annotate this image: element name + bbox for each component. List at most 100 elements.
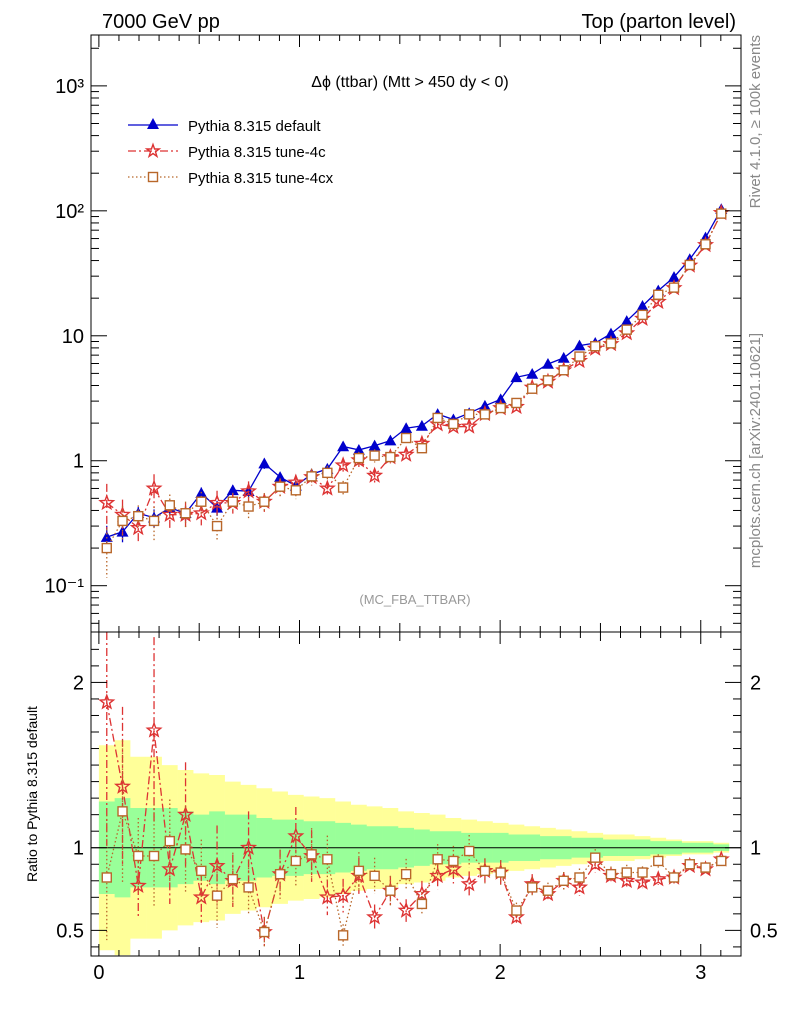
star-marker	[192, 504, 210, 521]
square-marker	[542, 375, 554, 386]
square-marker	[495, 402, 506, 414]
star-marker	[129, 518, 147, 536]
triangle-marker	[400, 422, 413, 434]
ratio-axis-label: Ratio to Pythia 8.315 default	[24, 706, 40, 882]
mcplots-label: mcplots.cern.ch [arXiv:2401.10621]	[747, 333, 764, 568]
triangle-marker	[494, 393, 507, 405]
square-marker	[227, 873, 239, 885]
triangle-marker	[415, 419, 428, 431]
square-marker	[526, 882, 538, 893]
square-marker	[148, 515, 160, 527]
square-marker	[558, 875, 569, 886]
square-marker	[243, 882, 254, 893]
triangle-marker	[620, 315, 633, 326]
square-marker	[337, 930, 349, 941]
star-marker	[129, 876, 147, 894]
star-marker	[334, 456, 352, 473]
square-marker	[684, 859, 695, 870]
square-marker	[605, 338, 617, 349]
square-marker	[227, 496, 239, 507]
watermark: (MC_FBA_TTBAR)	[359, 592, 470, 607]
square-marker	[369, 450, 380, 461]
x-tick-label: 1	[294, 962, 305, 984]
square-marker	[700, 862, 711, 873]
square-marker	[322, 854, 333, 865]
square-marker	[322, 467, 333, 479]
square-marker	[526, 383, 538, 394]
square-marker	[716, 855, 727, 867]
star-marker	[429, 866, 447, 884]
square-marker	[306, 471, 317, 482]
triangle-marker	[557, 351, 570, 363]
main-series	[98, 203, 730, 578]
square-marker	[290, 855, 302, 867]
star-marker	[318, 479, 336, 496]
square-marker	[211, 890, 223, 901]
y-tick-label: 10³	[55, 76, 84, 98]
ratio-series-2	[101, 740, 727, 948]
square-marker	[133, 850, 144, 862]
star-marker	[444, 860, 462, 877]
star-marker	[649, 870, 667, 887]
square-marker	[306, 849, 317, 860]
square-marker	[479, 409, 491, 420]
square-marker	[180, 508, 191, 519]
main-series-2	[101, 208, 727, 578]
square-marker	[274, 481, 286, 492]
square-marker	[243, 501, 254, 512]
ratio-y-tick-label-left: 1	[73, 838, 84, 860]
square-marker	[511, 905, 522, 916]
square-marker	[574, 351, 585, 362]
square-marker	[621, 324, 632, 335]
x-tick-label: 2	[495, 962, 506, 984]
rivet-label: Rivet 4.1.0, ≥ 100k events	[747, 35, 764, 208]
triangle-marker	[526, 367, 539, 379]
legend-label-default: Pythia 8.315 default	[188, 118, 321, 135]
star-marker	[633, 873, 652, 890]
square-marker	[605, 868, 617, 880]
star-marker	[240, 838, 258, 856]
square-marker	[716, 208, 727, 219]
star-marker	[98, 693, 116, 710]
square-marker	[511, 397, 522, 409]
square-marker	[653, 289, 664, 300]
square-marker	[196, 496, 207, 507]
legend-entry-default: Pythia 8.315 default	[128, 118, 321, 135]
square-marker	[117, 806, 128, 817]
triangle-marker	[352, 443, 365, 455]
star-marker	[161, 505, 179, 522]
star-marker	[318, 888, 336, 905]
star-marker	[334, 886, 352, 903]
x-tick-label: 0	[93, 962, 104, 984]
star-marker	[240, 482, 258, 499]
triangle-marker	[258, 457, 271, 469]
square-marker	[558, 365, 569, 376]
star-marker	[208, 493, 226, 511]
header-right: Top (parton level)	[581, 11, 736, 33]
square-marker	[495, 867, 506, 878]
star-marker	[570, 878, 589, 895]
star-marker	[287, 827, 305, 844]
triangle-marker	[337, 440, 350, 452]
triangle-marker	[384, 434, 397, 446]
y-tick-label: 10⁻¹	[45, 576, 85, 598]
square-marker	[337, 482, 349, 493]
square-marker	[180, 844, 191, 855]
legend: Pythia 8.315 default Pythia 8.315 tune-4…	[128, 118, 334, 187]
ratio-frame	[90, 631, 742, 957]
star-marker	[98, 493, 116, 511]
x-tick-label: 3	[695, 962, 706, 984]
ratio-y-tick-label-right: 1	[750, 838, 761, 860]
square-marker	[211, 520, 223, 532]
square-marker	[448, 855, 459, 867]
square-marker	[164, 835, 175, 847]
square-marker	[385, 451, 396, 463]
square-marker	[590, 852, 601, 863]
legend-star-marker	[144, 142, 162, 159]
star-marker	[397, 445, 415, 462]
star-marker	[366, 908, 384, 925]
series-line	[106, 208, 722, 538]
square-marker	[448, 418, 459, 430]
star-marker	[460, 875, 478, 892]
